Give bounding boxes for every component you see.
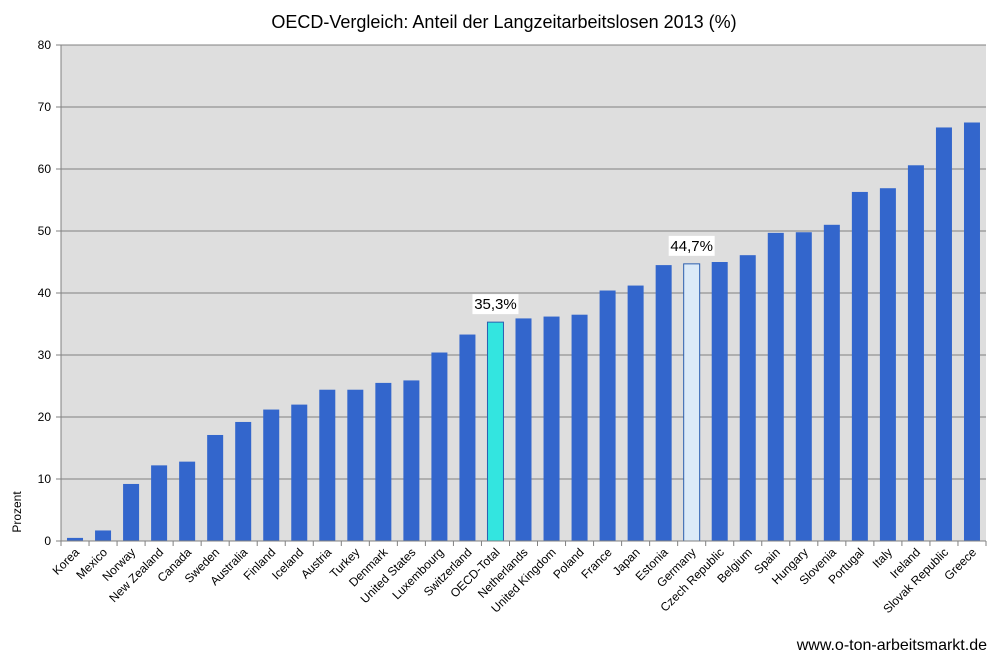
bar-austria [319, 389, 336, 541]
annotation-box-oecd-total [472, 294, 519, 315]
x-tick-label: Iceland [269, 545, 306, 582]
y-axis-label: Prozent [10, 491, 24, 533]
bar-slovenia [823, 224, 840, 542]
bar-canada [179, 461, 196, 541]
bar-italy [879, 188, 896, 541]
bar-czech-republic [711, 262, 728, 541]
bar-hungary [795, 232, 812, 542]
bar-switzerland [459, 334, 476, 541]
bar-spain [767, 232, 784, 542]
bar-portugal [851, 191, 868, 541]
y-tick-label: 60 [38, 162, 52, 176]
y-tick-label: 80 [38, 38, 52, 52]
bar-annotations: 35,3% 44,7% [472, 235, 715, 315]
annotation-box-germany [668, 235, 715, 256]
y-tick-label: 30 [38, 348, 52, 362]
y-tick-label: 40 [38, 286, 52, 300]
bar-sweden [207, 434, 224, 541]
bar-belgium [739, 255, 756, 541]
bar-ireland [907, 165, 924, 541]
bars [67, 122, 980, 542]
bar-poland [571, 314, 588, 541]
bar-slovak-republic [935, 127, 952, 542]
bar-netherlands [515, 318, 532, 541]
bar-turkey [347, 389, 364, 541]
bar-oecd-total [486, 321, 504, 542]
source-footer[interactable]: www.o-ton-arbeitsmarkt.de [796, 637, 987, 654]
bar-norway [123, 483, 140, 541]
bar-greece [963, 122, 980, 541]
bar-japan [627, 285, 644, 541]
y-tick-label: 50 [38, 224, 52, 238]
bar-iceland [291, 404, 308, 541]
bar-new-zealand [151, 465, 168, 541]
y-tick-label: 0 [44, 534, 51, 548]
y-tick-label: 70 [38, 100, 52, 114]
annotation-label-oecd-total: 35,3% [474, 296, 517, 313]
bar-germany [683, 263, 701, 542]
bar-finland [263, 409, 280, 541]
y-tick-label: 10 [38, 472, 52, 486]
x-tick-label: Poland [550, 545, 586, 581]
annotation-label-germany: 44,7% [670, 238, 713, 255]
x-tick-label: France [578, 545, 615, 582]
bar-australia [235, 421, 252, 541]
y-tick-label: 20 [38, 410, 52, 424]
bar-luxembourg [431, 352, 448, 541]
bar-denmark [375, 382, 392, 541]
y-axis-ticks: 0 10 20 30 40 50 60 70 80 [38, 38, 61, 548]
bar-united-states [403, 380, 420, 541]
chart-title: OECD-Vergleich: Anteil der Langzeitarbei… [271, 12, 736, 32]
bar-united-kingdom [543, 316, 560, 541]
bar-korea [67, 537, 84, 541]
bar-france [599, 290, 616, 541]
x-tick-label: Austria [298, 545, 335, 582]
x-tick-label: Greece [941, 545, 979, 583]
bar-estonia [655, 265, 672, 541]
bar-mexico [95, 530, 112, 541]
